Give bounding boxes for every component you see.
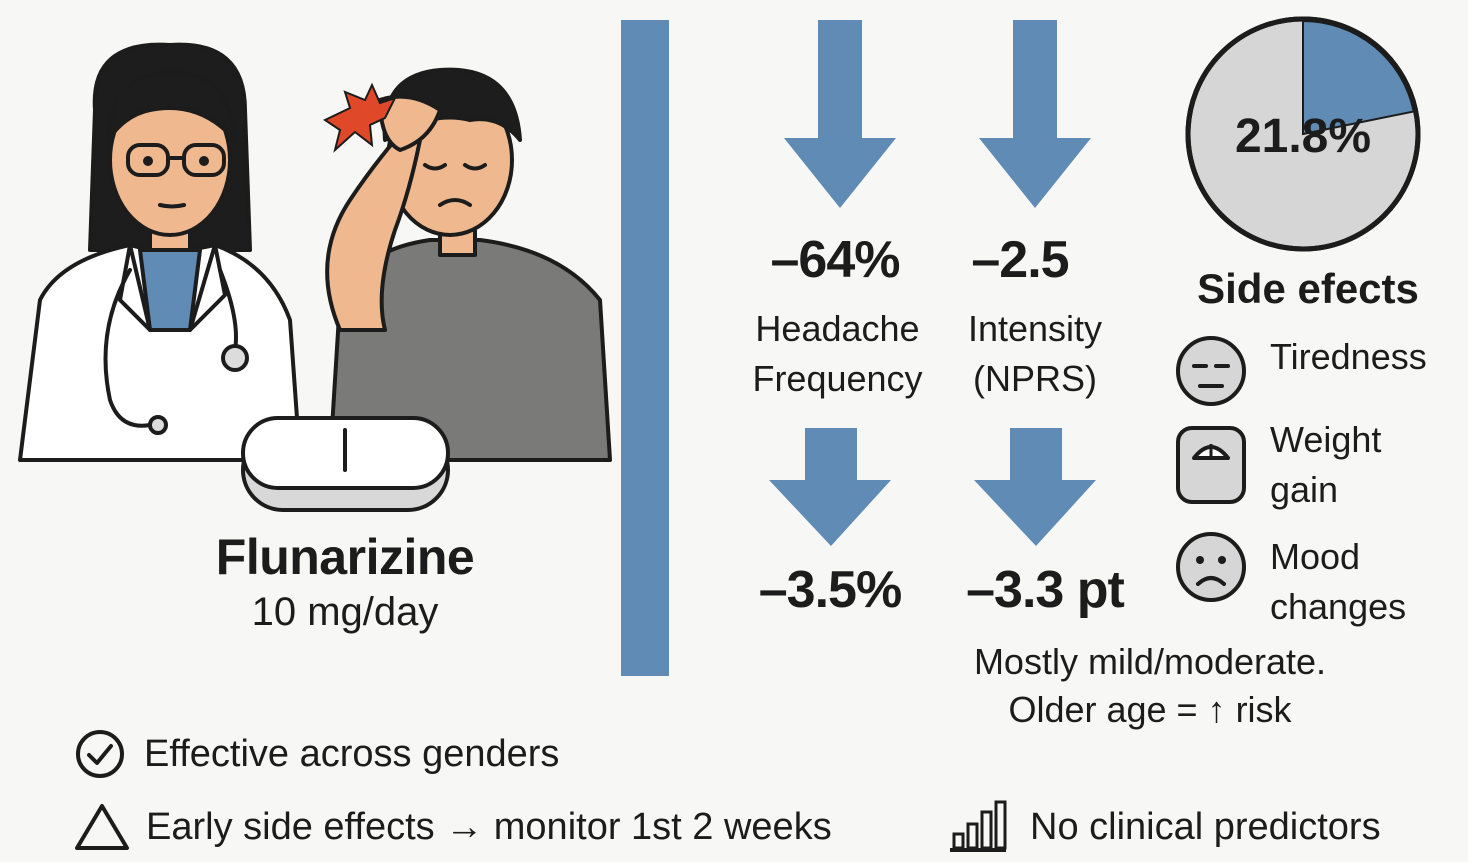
side-effects-note: Mostly mild/moderate. Older age = ↑ risk [905,638,1395,734]
down-arrow-icon [784,20,896,208]
stat-label-line: Intensity [967,308,1103,349]
warning-triangle-icon [75,804,129,850]
note-line: Mostly mild/moderate. [973,641,1327,682]
stat-label-line: Headache [755,308,920,349]
down-arrow-icon [979,20,1091,208]
side-effect-label: Tiredness [1270,336,1427,377]
side-effects-percent: 21.8% [1235,110,1371,163]
side-effect-mood-changes: Mood changes [1270,532,1460,632]
takeaway-text: Effective across genders [144,732,560,775]
stat-headache-frequency-value: –64% [770,231,901,289]
takeaway-text: No clinical predictors [1030,805,1381,848]
stat-label-line: Frequency [752,358,923,399]
side-effect-label: changes [1270,586,1407,627]
section-divider [621,20,669,676]
note-line: Older age = ↑ risk [1008,689,1292,730]
bar-chart-icon [950,800,1007,852]
takeaway-effective: Effective across genders [74,728,559,780]
tired-face-icon [1176,336,1246,406]
patient-figure [325,67,612,462]
stat-intensity-label: Intensity (NPRS) [945,304,1125,404]
side-effects-title: Side efects [1197,265,1419,312]
takeaway-no-predictors: No clinical predictors [948,800,1381,854]
pill-icon [241,416,450,512]
side-effect-label: gain [1270,469,1339,510]
down-arrow-icon [974,428,1096,546]
side-effect-label: Weight [1270,419,1382,460]
side-effect-label: Mood [1270,536,1361,577]
scale-icon [1176,426,1246,504]
down-arrow-icon [769,428,891,546]
stat-bottom-right-value: –3.3 pt [966,561,1125,619]
takeaway-text: Early side effects → monitor 1st 2 weeks [146,805,832,848]
side-effect-weight-gain: Weight gain [1270,415,1460,515]
side-effect-tiredness: Tiredness [1270,332,1460,382]
sad-face-icon [1176,532,1246,602]
stat-intensity-value: –2.5 [971,231,1069,289]
headache-burst-icon [322,82,397,153]
drug-dose: 10 mg/day [251,590,439,634]
doctor-figure [18,42,302,462]
takeaway-early-side-effects: Early side effects → monitor 1st 2 weeks [74,802,832,852]
stat-headache-frequency-label: Headache Frequency [730,304,945,404]
stat-label-line: (NPRS) [973,358,1097,399]
side-effects-pie-chart: 21.8% [1185,16,1421,252]
stat-bottom-left-value: –3.5% [758,561,902,619]
doctor-patient-illustration [18,42,612,512]
drug-name: Flunarizine [215,529,475,585]
check-circle-icon [76,730,124,778]
